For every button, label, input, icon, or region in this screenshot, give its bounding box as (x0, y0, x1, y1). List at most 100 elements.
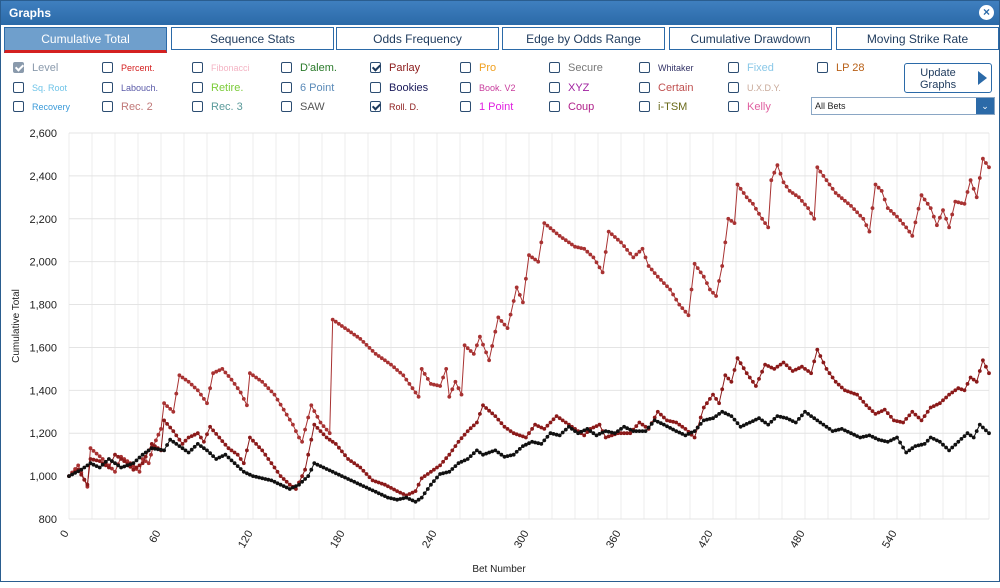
data-point (113, 452, 117, 457)
data-point (846, 389, 850, 394)
checkbox[interactable] (281, 101, 292, 112)
checkbox[interactable] (370, 101, 381, 112)
data-point (557, 416, 562, 421)
data-point (475, 343, 479, 348)
data-point (892, 437, 896, 441)
data-point (793, 367, 798, 372)
checkbox[interactable] (281, 62, 292, 73)
data-point (195, 388, 200, 393)
data-point (383, 358, 387, 363)
checkbox[interactable] (13, 101, 24, 112)
checkbox[interactable] (817, 62, 828, 73)
y-tick-label: 2,400 (29, 171, 57, 183)
checkbox[interactable] (639, 101, 650, 112)
data-point (904, 225, 909, 230)
data-point (631, 255, 636, 260)
checkbox[interactable] (549, 82, 560, 93)
data-point (944, 445, 948, 450)
tab-moving-strike-rate[interactable]: Moving Strike Rate (836, 27, 999, 50)
tab-cumulative-total[interactable]: Cumulative Total (4, 27, 167, 53)
data-point (263, 477, 268, 481)
checkbox[interactable] (370, 62, 381, 73)
data-point (527, 253, 531, 258)
data-point (346, 328, 350, 333)
data-point (278, 474, 283, 478)
checkbox[interactable] (549, 62, 560, 73)
checkbox[interactable] (549, 101, 560, 112)
data-point (855, 210, 859, 215)
data-point (487, 450, 491, 455)
data-point (330, 439, 335, 444)
data-point (205, 432, 209, 437)
data-point (754, 384, 758, 388)
checkbox[interactable] (639, 82, 650, 93)
checkbox[interactable] (192, 62, 203, 73)
checkbox[interactable] (192, 82, 203, 93)
data-point (671, 419, 675, 424)
data-point (186, 450, 191, 455)
checkbox[interactable] (281, 82, 292, 93)
data-point (938, 439, 942, 444)
data-point (499, 452, 504, 457)
data-point (260, 448, 265, 453)
checkbox[interactable] (460, 62, 471, 73)
update-graphs-button[interactable]: Update Graphs (904, 63, 992, 93)
close-icon[interactable]: × (979, 5, 994, 20)
data-point (858, 396, 863, 401)
data-point (137, 455, 142, 460)
checkbox[interactable] (728, 82, 739, 93)
data-point (711, 290, 715, 295)
data-point (668, 426, 672, 430)
option-label: Certain (658, 82, 694, 94)
tab-odds-frequency[interactable]: Odds Frequency (336, 27, 499, 50)
data-point (349, 459, 353, 463)
data-point (88, 446, 93, 451)
checkbox[interactable] (102, 82, 113, 93)
data-point (309, 437, 314, 442)
checkbox[interactable] (102, 101, 113, 112)
data-point (536, 441, 541, 446)
data-point (729, 219, 734, 223)
tab-sequence-stats[interactable]: Sequence Stats (171, 27, 334, 50)
data-point (981, 425, 985, 430)
play-arrow-icon (978, 71, 987, 85)
checkbox[interactable] (192, 101, 203, 112)
checkbox[interactable] (728, 101, 739, 112)
checkbox[interactable] (728, 62, 739, 73)
data-point (478, 334, 482, 339)
data-point (698, 270, 703, 275)
checkbox[interactable] (102, 62, 113, 73)
data-point (238, 457, 243, 461)
data-point (726, 216, 731, 221)
data-point (220, 439, 225, 443)
data-point (324, 435, 329, 440)
option-label: Fixed (747, 62, 774, 74)
data-point (751, 201, 755, 206)
data-point (622, 431, 626, 436)
checkbox[interactable] (460, 82, 471, 93)
chevron-down-icon[interactable]: ⌄ (976, 98, 994, 114)
data-point (729, 414, 734, 418)
option-label: Labouch. (121, 83, 159, 93)
checkbox[interactable] (13, 82, 24, 93)
data-point (953, 199, 958, 204)
data-point (208, 424, 213, 429)
checkbox[interactable] (13, 62, 24, 73)
data-point (659, 278, 663, 282)
tab-cumulative-drawdown[interactable]: Cumulative Drawdown (669, 27, 832, 50)
checkbox[interactable] (370, 82, 381, 93)
data-point (202, 439, 206, 444)
bet-filter-select[interactable]: All Bets ⌄ (811, 97, 995, 115)
data-point (751, 379, 755, 384)
data-point (919, 193, 924, 198)
data-point (882, 439, 887, 443)
data-point (784, 363, 789, 368)
data-point (947, 225, 951, 230)
data-point (882, 197, 887, 202)
checkbox[interactable] (460, 101, 471, 112)
data-point (91, 449, 96, 453)
data-point (146, 461, 151, 466)
checkbox[interactable] (639, 62, 650, 73)
tab-edge-by-odds-range[interactable]: Edge by Odds Range (502, 27, 665, 50)
data-point (631, 429, 636, 433)
